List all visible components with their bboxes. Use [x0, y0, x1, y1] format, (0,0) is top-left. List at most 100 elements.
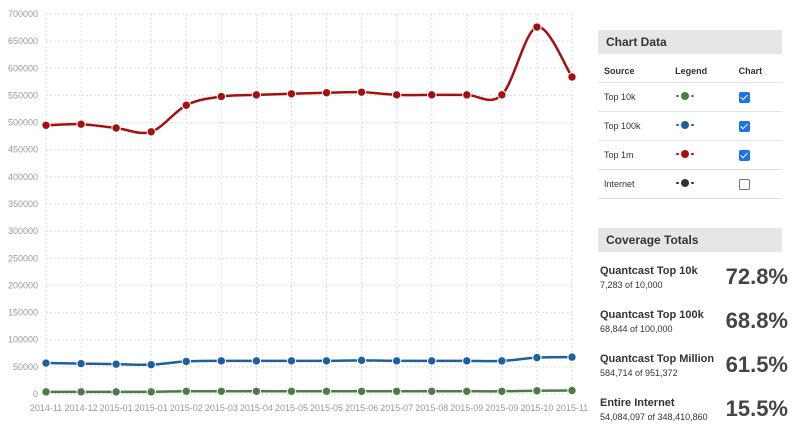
data-point — [216, 91, 227, 102]
x-tick-label: 2014-11 — [30, 403, 62, 413]
data-point — [567, 72, 577, 82]
data-point — [356, 87, 367, 97]
data-point — [286, 356, 297, 366]
coverage-name: Quantcast Top 10k — [600, 265, 698, 277]
y-tick-label: 250000 — [8, 253, 38, 263]
chart-data-header: Chart Data — [598, 30, 782, 54]
y-tick-label: 600000 — [8, 63, 38, 73]
source-row: Top 1m — [598, 140, 782, 170]
y-tick-label: 50000 — [13, 362, 38, 372]
data-point — [532, 386, 542, 396]
data-point — [532, 22, 542, 32]
coverage-name: Quantcast Top Million — [600, 353, 715, 365]
x-tick-label: 2015-06 — [345, 403, 378, 413]
data-point — [286, 386, 297, 396]
source-row: Top 100k — [598, 111, 782, 141]
coverage-row: Quantcast Top 10k 7,283 of 10,000 72.8% — [598, 258, 788, 302]
coverage-row: Quantcast Top Million 584,714 of 951,372 6… — [598, 346, 788, 390]
y-tick-label: 550000 — [8, 90, 38, 100]
chart-toggle-checkbox[interactable] — [738, 91, 750, 103]
chart-toggle-checkbox[interactable] — [738, 149, 750, 161]
series-line — [45, 25, 574, 135]
data-point — [146, 387, 156, 397]
column-source: Source — [598, 60, 670, 83]
y-tick-label: 0 — [33, 389, 38, 399]
x-tick-label: 2015-09 — [485, 403, 518, 413]
data-point — [427, 90, 437, 100]
x-tick-label: 2015-10 — [520, 403, 553, 413]
y-tick-label: 400000 — [8, 172, 38, 182]
data-point — [251, 90, 262, 100]
data-point — [462, 90, 472, 100]
y-tick-label: 100000 — [8, 335, 38, 345]
y-tick-label: 450000 — [8, 145, 38, 155]
data-point — [41, 387, 51, 397]
data-point — [567, 352, 577, 362]
legend-cell — [669, 111, 733, 141]
data-point — [41, 358, 51, 368]
data-point — [76, 119, 86, 129]
coverage-percent: 61.5% — [725, 352, 788, 377]
data-point — [567, 385, 577, 396]
x-tick-label: 2015-05 — [275, 403, 308, 413]
y-tick-label: 200000 — [8, 280, 38, 290]
data-point — [111, 123, 121, 133]
data-point — [427, 356, 437, 366]
x-tick-label: 2015-02 — [170, 403, 203, 413]
data-point — [146, 127, 156, 137]
data-point — [532, 352, 542, 363]
chart-toggle-cell — [732, 140, 782, 170]
x-tick-label: 2015-01 — [100, 403, 133, 413]
coverage-totals-panel: Coverage Totals Quantcast Top 10k 7,283 o… — [598, 228, 788, 434]
column-legend: Legend — [669, 60, 733, 83]
legend-marker-icon — [675, 150, 695, 158]
data-point — [356, 386, 367, 396]
data-point — [251, 356, 262, 366]
coverage-percent: 15.5% — [725, 396, 788, 421]
data-point — [321, 386, 332, 396]
x-tick-label: 2014-12 — [65, 403, 98, 413]
series-line — [45, 355, 573, 367]
legend-cell — [669, 82, 733, 112]
chart-toggle-cell — [732, 111, 782, 141]
x-tick-label: 2015-11 — [556, 403, 588, 413]
source-label: Top 100k — [598, 111, 670, 141]
x-tick-label: 2015-08 — [415, 403, 448, 413]
x-tick-label: 2015-09 — [450, 403, 483, 413]
x-tick-label: 2015-05 — [310, 403, 343, 413]
data-point — [76, 358, 86, 369]
column-chart: Chart — [732, 60, 782, 83]
chart-toggle-cell — [732, 82, 782, 112]
data-point — [356, 355, 367, 366]
data-point — [497, 386, 507, 396]
source-label: Internet — [598, 169, 670, 199]
source-table: Source Legend Chart Top 10k Top 100k Top 1… — [598, 60, 782, 199]
coverage-percent: 68.8% — [725, 308, 788, 333]
legend-marker-icon — [675, 179, 695, 187]
chart-toggle-cell — [732, 169, 782, 199]
data-point — [321, 88, 332, 98]
chart-toggle-checkbox[interactable] — [738, 120, 750, 132]
data-point — [391, 356, 402, 366]
data-point — [462, 386, 472, 396]
data-point — [76, 387, 86, 397]
y-tick-label: 350000 — [8, 199, 38, 209]
x-tick-label: 2015-01 — [135, 403, 168, 413]
data-point — [497, 356, 507, 366]
data-point — [181, 100, 191, 110]
chart-toggle-checkbox[interactable] — [738, 178, 750, 190]
coverage-line-chart: 0 50000 100000 150000 200000 250000 300000 3500… — [8, 9, 588, 413]
coverage-count: 68,844 of 100,000 — [600, 324, 673, 334]
coverage-name: Quantcast Top 100k — [600, 309, 704, 321]
data-point — [462, 356, 472, 366]
source-table-header: Source Legend Chart — [598, 60, 782, 83]
x-tick-label: 2015-04 — [240, 403, 273, 413]
data-point — [216, 356, 227, 366]
chart-data-panel: Chart Data Source Legend Chart Top 10k To… — [598, 30, 782, 199]
data-point — [251, 386, 262, 396]
data-point — [41, 120, 51, 130]
data-point — [286, 89, 297, 99]
coverage-totals-header: Coverage Totals — [598, 228, 782, 252]
y-tick-label: 300000 — [8, 226, 38, 236]
coverage-name: Entire Internet — [600, 397, 675, 409]
